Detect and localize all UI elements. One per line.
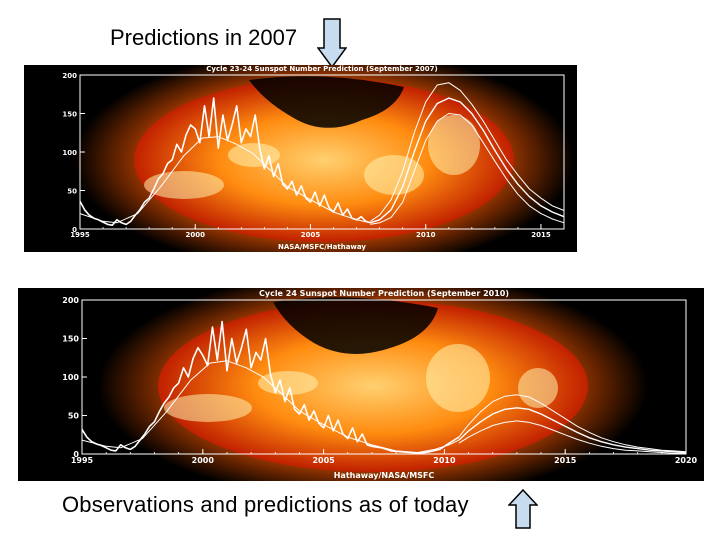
x-tick-label: 1995 [71, 456, 94, 465]
y-tick-label: 200 [62, 72, 77, 80]
series-prediction-upper [370, 82, 565, 222]
series-prediction [458, 407, 687, 454]
x-tick-label: 2005 [301, 231, 321, 239]
series-observed-monthly [79, 97, 371, 226]
chart-2007-svg: Cycle 23-24 Sunspot Number Prediction (S… [62, 65, 574, 252]
active-region [364, 155, 424, 195]
series-prediction-lower [370, 113, 565, 225]
chart-title: Cycle 24 Sunspot Number Prediction (Sept… [259, 289, 509, 298]
series-smoothed [79, 136, 371, 224]
down-arrow-icon [317, 18, 347, 68]
x-tick-label: 2020 [675, 456, 698, 465]
active-region [518, 368, 558, 408]
active-region [164, 394, 252, 422]
chart-panel-2010: Cycle 24 Sunspot Number Prediction (Sept… [18, 288, 704, 481]
y-tick-label: 50 [68, 412, 80, 421]
coronal-hole [273, 297, 438, 354]
chart-panel-2007: Cycle 23-24 Sunspot Number Prediction (S… [24, 65, 577, 252]
x-tick-label: 2015 [554, 456, 577, 465]
series-prediction-upper [458, 394, 687, 453]
y-tick-label: 100 [62, 149, 77, 157]
bottom-caption: Observations and predictions as of today [62, 492, 469, 517]
x-tick-label: 2010 [416, 231, 436, 239]
chart-title: Cycle 23-24 Sunspot Number Prediction (S… [206, 65, 437, 73]
active-region [144, 171, 224, 199]
x-tick-label: 2000 [185, 231, 205, 239]
up-arrow-icon [508, 489, 538, 529]
active-region [428, 115, 480, 175]
x-tick-label: 1995 [70, 231, 90, 239]
active-region [258, 371, 318, 395]
x-tick-label: 2000 [192, 456, 215, 465]
y-tick-label: 200 [62, 296, 79, 305]
y-tick-label: 0 [72, 226, 77, 234]
chart-credit: NASA/MSFC/Hathaway [278, 243, 366, 251]
series-smoothed [81, 360, 460, 453]
top-caption: Predictions in 2007 [110, 25, 298, 50]
chart-2010-svg: Cycle 24 Sunspot Number Prediction (Sept… [62, 288, 698, 481]
active-region [426, 344, 490, 412]
coronal-hole [249, 76, 404, 128]
arrow-shape [508, 489, 538, 529]
arrow-shape [317, 18, 347, 68]
x-tick-label: 2005 [312, 456, 335, 465]
chart-credit: Hathaway/NASA/MSFC [334, 471, 435, 480]
series-observed-monthly [81, 320, 460, 454]
y-tick-label: 100 [62, 373, 79, 382]
series-prediction-lower [458, 420, 686, 454]
y-tick-label: 150 [62, 111, 77, 119]
y-tick-label: 50 [67, 188, 77, 196]
series-prediction [370, 97, 565, 224]
x-tick-label: 2015 [531, 231, 551, 239]
y-tick-label: 0 [73, 450, 79, 459]
x-tick-label: 2010 [433, 456, 456, 465]
y-tick-label: 150 [62, 335, 79, 344]
